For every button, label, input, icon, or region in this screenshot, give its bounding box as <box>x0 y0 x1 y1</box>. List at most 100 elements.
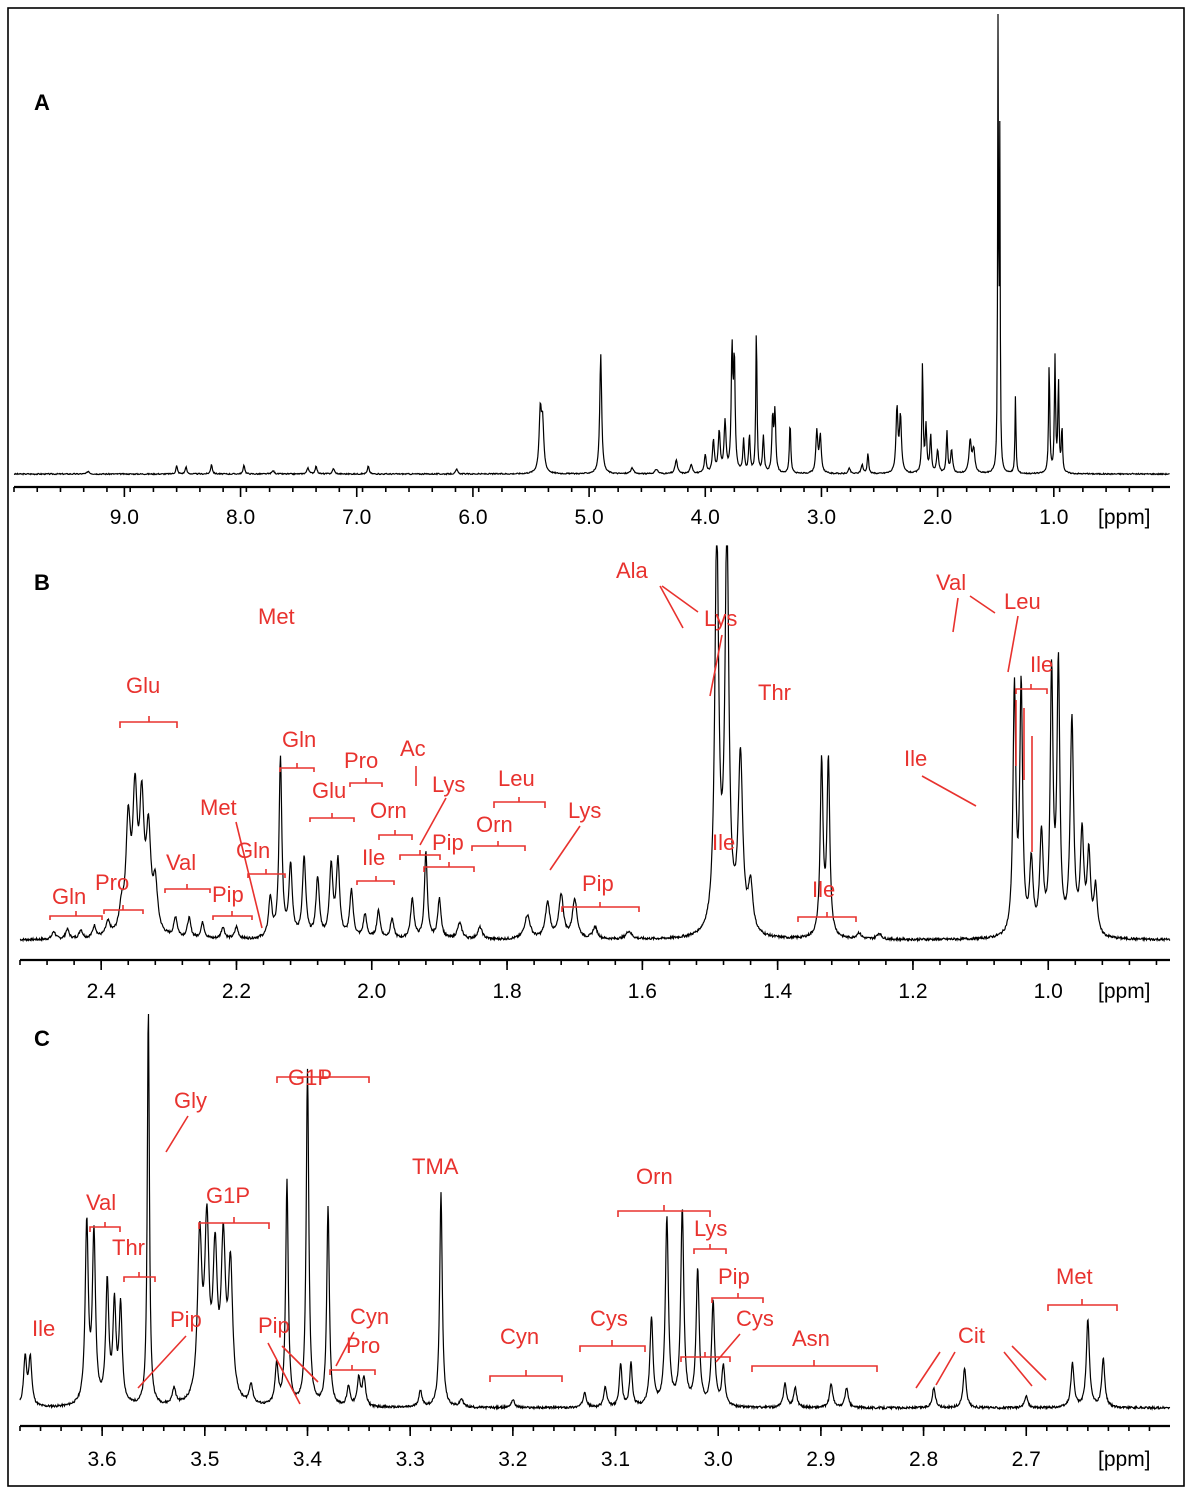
ann-b-val-1: Val <box>166 850 196 875</box>
ann-b-gln-3: Gln <box>282 727 316 752</box>
ann-b-pip-2-bracket-a <box>399 850 441 860</box>
x-ticks-a: 9.0 8.0 7.0 6.0 5.0 4.0 3.0 2.0 1.0 <box>13 487 1154 529</box>
ann-c-pip-1-leader <box>137 1335 187 1389</box>
ann-b-glu-2: Glu <box>312 778 346 803</box>
ann-b-lys-1-leader <box>419 797 447 846</box>
ann-b-ile-2: Ile <box>712 830 735 855</box>
ann-b-orn-1: Orn <box>370 798 407 823</box>
tick-label: 3.0 <box>807 506 836 529</box>
ann-b-lys-3-leader <box>709 634 723 697</box>
ann-c-met: Met <box>1056 1264 1093 1289</box>
ann-b-ile-1: Ile <box>362 845 385 870</box>
tick-label: 8.0 <box>226 506 255 529</box>
ann-c-thr: Thr <box>112 1235 145 1260</box>
ann-b-pip-2-bracket-b <box>423 862 475 872</box>
ann-b-pip-3: Pip <box>582 871 614 896</box>
tick-label: 1.6 <box>628 980 657 1003</box>
ann-b-val-2-leader <box>952 595 996 633</box>
ann-b-orn-2-bracket <box>471 841 526 851</box>
ann-b-gln-2: Gln <box>236 838 270 863</box>
x-axis-a-unit: [ppm] <box>1098 506 1151 529</box>
x-ticks-c: 3.6 3.5 3.4 3.3 3.2 3.1 3.0 2.9 2.8 2.7 <box>19 1426 1151 1471</box>
ann-c-cyn-1: Cyn <box>350 1304 389 1329</box>
ann-c-pip-2-leader <box>267 1342 319 1405</box>
ann-c-cys-2: Cys <box>736 1306 774 1331</box>
ann-c-pip-2: Pip <box>258 1313 290 1338</box>
ann-b-lys-2: Lys <box>568 798 601 823</box>
ann-b-ile-4-bracket <box>1015 684 1048 852</box>
ann-b-ala: Ala <box>616 558 649 583</box>
tick-label: 2.4 <box>87 980 117 1003</box>
ann-c-orn-bracket <box>617 1205 711 1217</box>
tick-label: 2.7 <box>1012 1448 1041 1471</box>
tick-label: 3.4 <box>293 1448 323 1471</box>
ann-b-ala-leader <box>659 585 699 629</box>
annotations-c: Ile Val Thr Gly Pip G1P Pip G1P Cyn Pro … <box>32 1065 1118 1405</box>
ann-b-ile-3-bracket <box>797 912 857 922</box>
ann-b-orn-1-bracket <box>378 830 413 840</box>
ann-b-lys-1: Lys <box>432 772 465 797</box>
x-axis-c-unit: [ppm] <box>1098 1448 1151 1471</box>
ann-b-ile-5-leader <box>921 775 977 807</box>
ann-b-gln-3-bracket <box>279 763 315 772</box>
ann-b-ile-5: Ile <box>904 746 927 771</box>
panel-letter-b: B <box>34 570 50 595</box>
ann-b-val-2: Val <box>936 570 966 595</box>
ann-b-gln-1: Gln <box>52 884 86 909</box>
tick-label: 3.3 <box>396 1448 425 1471</box>
ann-c-lys-bracket <box>693 1244 727 1254</box>
ann-c-cit-leader <box>915 1345 1047 1389</box>
ann-c-gly-leader <box>165 1115 189 1153</box>
ann-b-ile-3: Ile <box>812 877 835 902</box>
tick-label: 1.0 <box>1039 506 1068 529</box>
tick-label: 9.0 <box>110 506 139 529</box>
tick-label: 3.0 <box>704 1448 733 1471</box>
tick-label: 3.1 <box>601 1448 630 1471</box>
panel-letter-c: C <box>34 1026 50 1051</box>
ann-b-pro-2-bracket <box>349 778 383 787</box>
ann-c-g1p-2-bracket <box>276 1071 370 1083</box>
ann-b-ac: Ac <box>400 736 426 761</box>
ann-c-cit: Cit <box>958 1323 985 1348</box>
ann-c-pro-bracket <box>329 1365 376 1375</box>
tick-label: 1.4 <box>763 980 793 1003</box>
ann-b-leu-1-bracket <box>493 797 546 808</box>
ann-b-leu-2: Leu <box>1004 589 1041 614</box>
spectrum-a-line <box>13 13 1170 476</box>
tick-label: 1.8 <box>492 980 521 1003</box>
ann-c-pip-1: Pip <box>170 1307 202 1332</box>
ann-c-asn-bracket <box>751 1360 878 1372</box>
tick-label: 2.9 <box>806 1448 835 1471</box>
ann-b-val-1-bracket <box>164 884 211 893</box>
tick-label: 2.2 <box>222 980 251 1003</box>
ann-b-lys-2-leader <box>549 825 581 871</box>
panel-b: B 2.4 2.2 2.0 1.8 1.6 1.4 1.2 1.0 [ppm] Gln Pro… <box>19 545 1171 1003</box>
ann-b-leu-2-leader <box>1007 615 1019 673</box>
ann-b-pro-2: Pro <box>344 748 378 773</box>
ann-c-val: Val <box>86 1190 116 1215</box>
ann-c-pip-3: Pip <box>718 1264 750 1289</box>
ann-c-cys-2-bracket <box>680 1333 741 1363</box>
ann-b-gln-2-bracket <box>247 869 286 878</box>
ann-c-cyn-2: Cyn <box>500 1324 539 1349</box>
ann-c-cys-1: Cys <box>590 1306 628 1331</box>
ann-c-tma: TMA <box>412 1154 459 1179</box>
ann-b-gln-1-bracket <box>49 911 103 920</box>
ann-b-glu-2-bracket <box>309 813 355 822</box>
ann-c-g1p-1-bracket <box>198 1217 270 1229</box>
tick-label: 3.2 <box>498 1448 527 1471</box>
tick-label: 1.2 <box>898 980 927 1003</box>
x-ticks-b: 2.4 2.2 2.0 1.8 1.6 1.4 1.2 1.0 <box>19 960 1158 1003</box>
annotations-b: Gln Pro Glu Val Pip Met Gln Met Gln Glu … <box>49 558 1053 929</box>
ann-b-met-1: Met <box>200 795 237 820</box>
ann-c-val-bracket <box>89 1222 121 1232</box>
tick-label: 5.0 <box>574 506 603 529</box>
tick-label: 7.0 <box>342 506 371 529</box>
ann-b-ile-1-bracket <box>356 876 395 885</box>
tick-label: 3.6 <box>88 1448 117 1471</box>
spectrum-b-line <box>19 545 1171 943</box>
x-axis-b-unit: [ppm] <box>1098 980 1151 1003</box>
ann-b-pro-1: Pro <box>95 870 129 895</box>
figure-frame <box>7 7 1185 1487</box>
